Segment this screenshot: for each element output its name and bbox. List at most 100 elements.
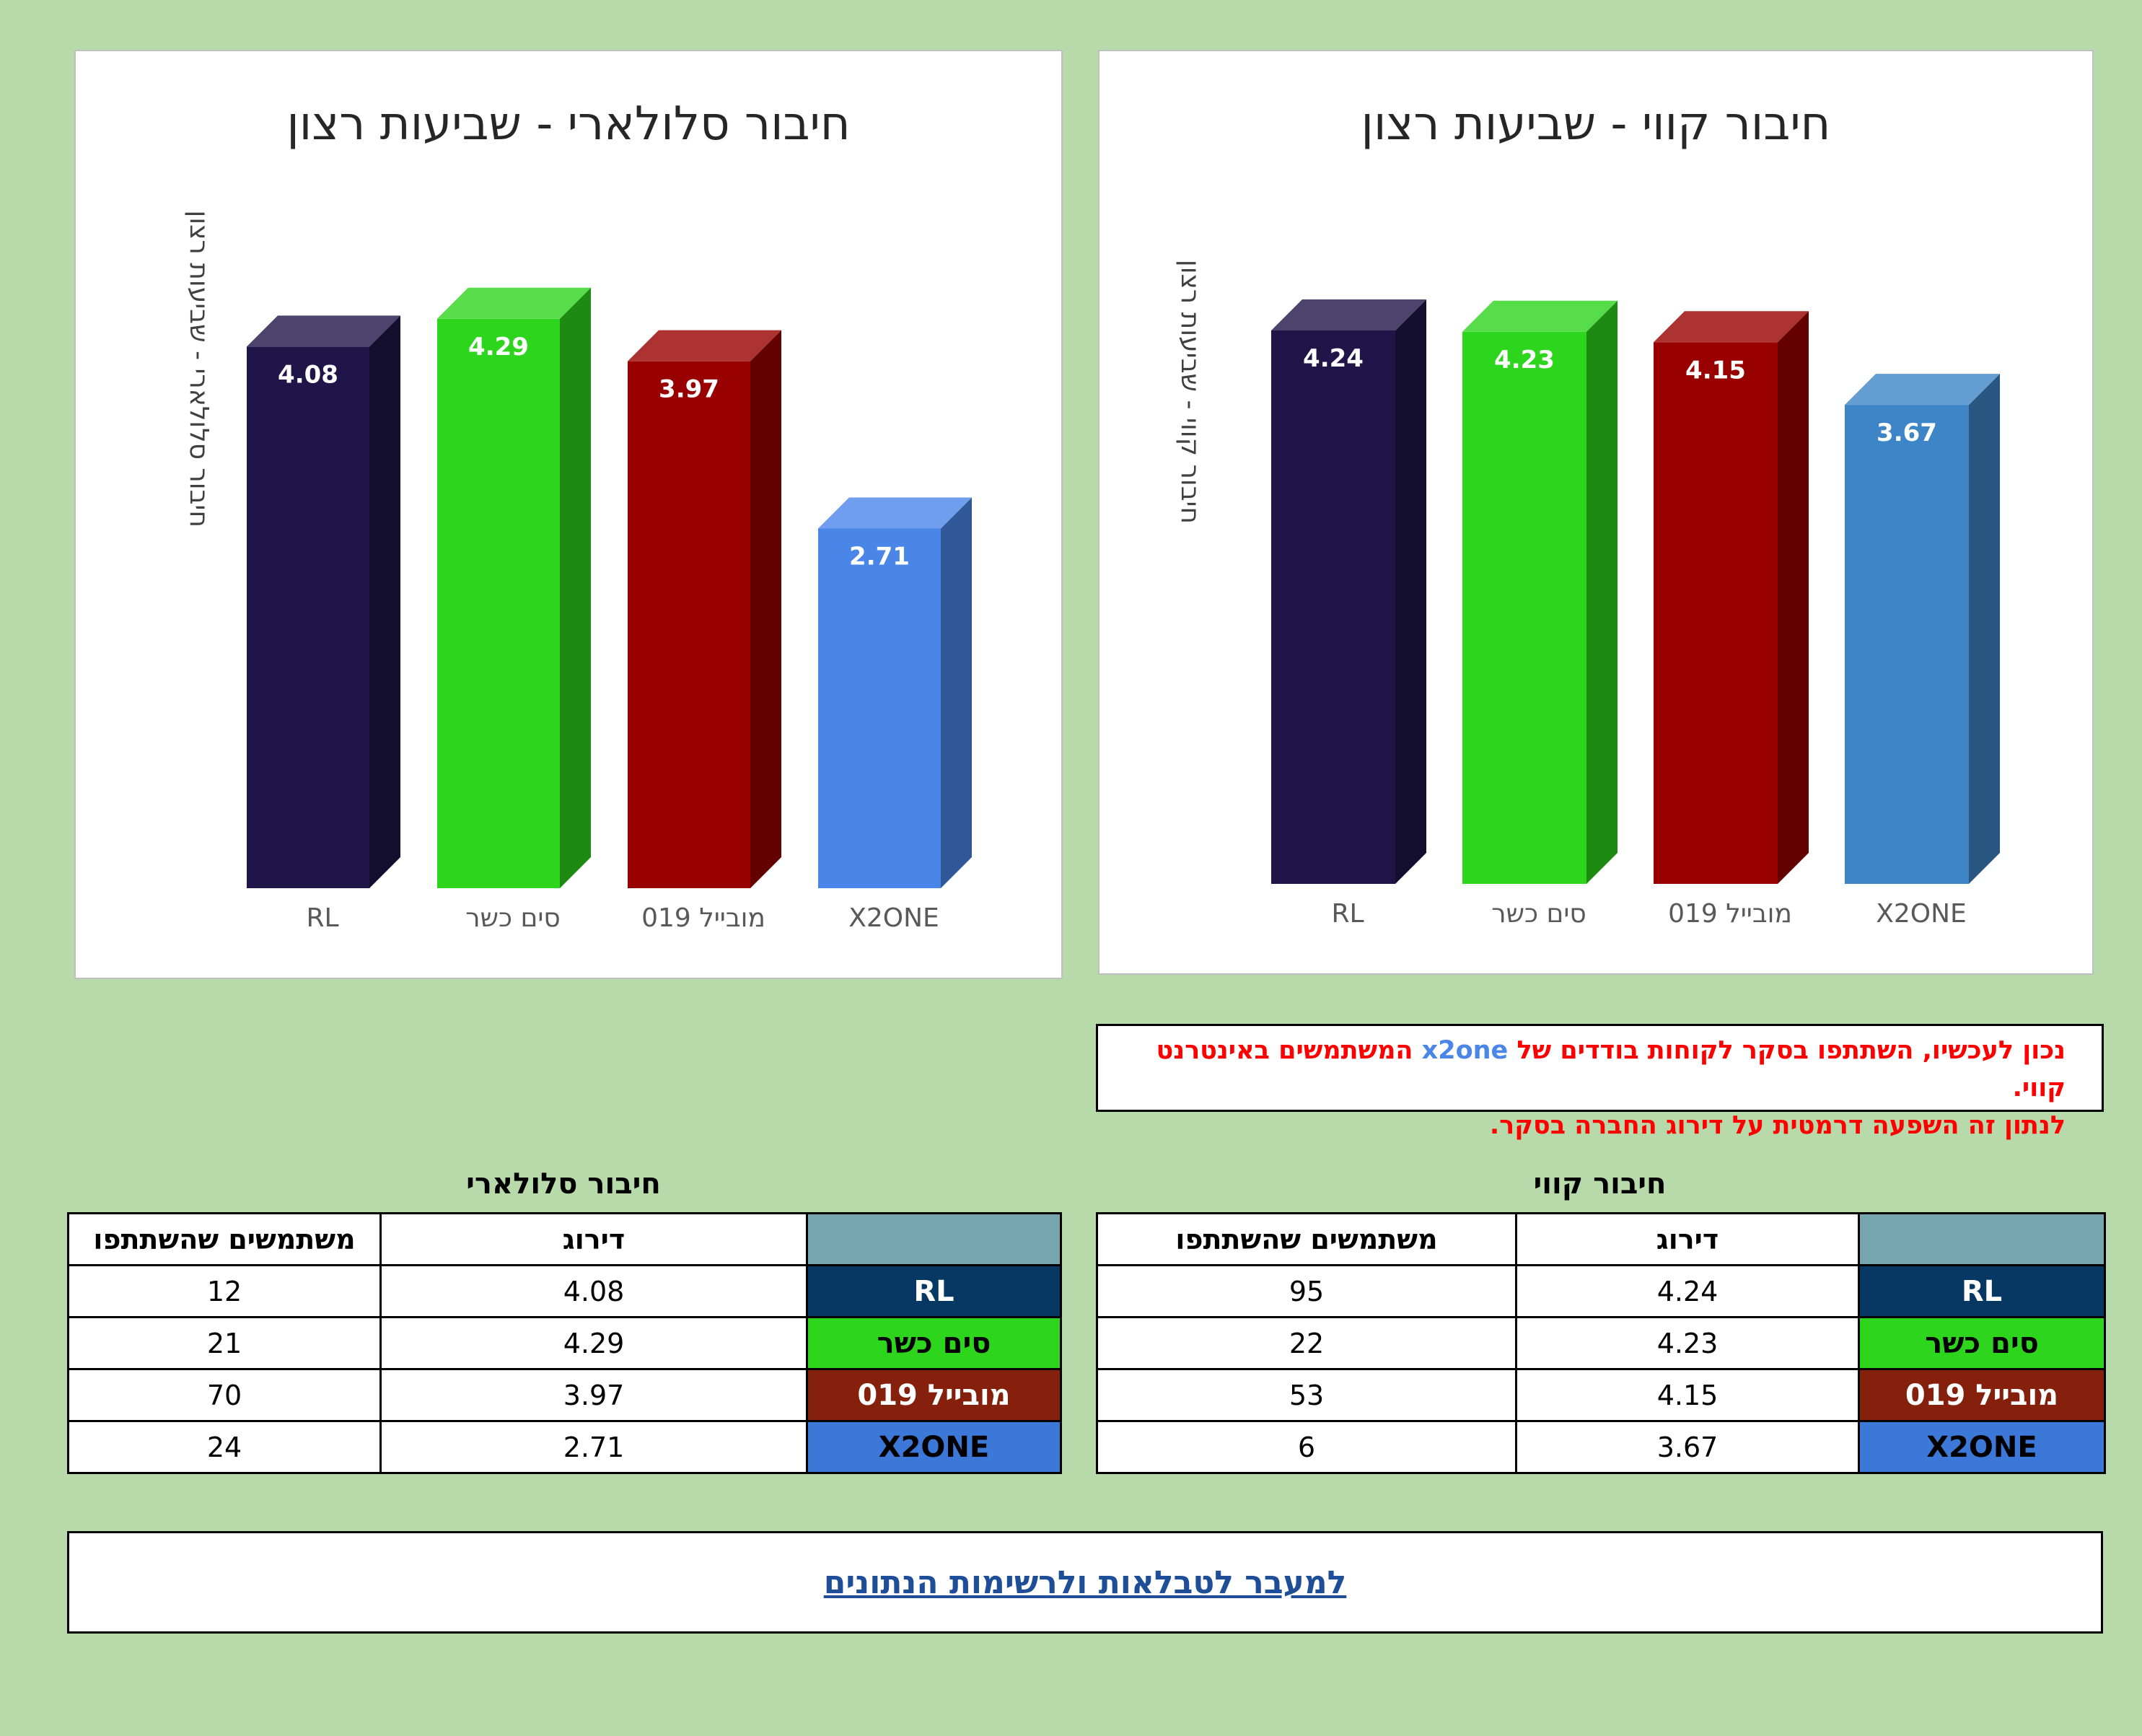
- data-label: 3.97: [659, 375, 719, 404]
- rating-cell: 4.23: [1515, 1316, 1860, 1370]
- header-rating: דירוג: [1515, 1212, 1860, 1266]
- rating-cell: 2.71: [379, 1420, 808, 1474]
- notice-line-1: נכון לעכשיו, השתתפו בסקר לקוחות בודדים ש…: [1112, 1032, 2066, 1107]
- bar: [1462, 331, 1586, 884]
- bar: [1845, 405, 1969, 884]
- bar-group: 4.08 RL: [247, 315, 400, 933]
- bar: [247, 346, 369, 888]
- users-cell: 22: [1096, 1316, 1517, 1370]
- users-cell: 53: [1096, 1368, 1517, 1422]
- bar-top: [818, 497, 972, 529]
- data-label: 4.24: [1303, 344, 1364, 373]
- users-cell: 21: [67, 1316, 382, 1370]
- bar-top: [1654, 311, 1809, 343]
- company-cell-x2one: X2ONE: [1858, 1420, 2106, 1474]
- cellular-table: דירוג משתמשים שהשתתפו RL 4.08 12 סים כשר…: [67, 1212, 1062, 1474]
- bar-side: [1586, 300, 1618, 884]
- wired-chart-panel: חיבור קווי - שביעות רצון חיבור קווי - שב…: [1098, 50, 2094, 975]
- x-tick-label: RL: [1331, 899, 1364, 929]
- bar-group: 4.29 סים כשר: [437, 287, 591, 933]
- rating-cell: 4.15: [1515, 1368, 1860, 1422]
- bar-top: [437, 287, 591, 319]
- company-cell-mobile-019: מובייל 019: [806, 1368, 1062, 1422]
- header-rating: דירוג: [379, 1212, 808, 1266]
- bar-top: [628, 330, 781, 361]
- cellular-table-title: חיבור סלולארי: [466, 1167, 661, 1201]
- cellular-chart-plot: 4.08 RL 4.29 סים כשר 3.97 מובייל 019 2.71 X2ONE: [247, 287, 972, 933]
- table-header-row: דירוג משתמשים שהשתתפו: [67, 1212, 1062, 1266]
- x-tick-label: סים כשר: [1491, 899, 1586, 929]
- bar-group: 2.71 X2ONE: [818, 497, 972, 933]
- cellular-chart-title: חיבור סלולארי - שביעות רצון: [286, 97, 851, 151]
- users-cell: 95: [1096, 1264, 1517, 1318]
- notice-brand: x2one: [1421, 1036, 1509, 1065]
- x-tick-label: X2ONE: [1876, 899, 1967, 929]
- cellular-chart-panel: חיבור סלולארי - שביעות רצון חיבור סלולאר…: [74, 50, 1063, 979]
- bar: [437, 318, 560, 888]
- survey-notice: נכון לעכשיו, השתתפו בסקר לקוחות בודדים ש…: [1096, 1024, 2104, 1140]
- data-tables-link[interactable]: למעבר לטבלאות ולרשימות הנתונים: [823, 1564, 1347, 1601]
- x-tick-label: X2ONE: [848, 903, 939, 933]
- table-row: מובייל 019 4.15 53: [1096, 1368, 2106, 1422]
- header-users: משתמשים שהשתתפו: [1096, 1212, 1517, 1266]
- bar-group: 3.97 מובייל 019: [628, 330, 781, 933]
- bar-group: 4.24 RL: [1271, 299, 1426, 929]
- wired-chart-plot: 4.24 RL 4.23 סים כשר 4.15 מובייל 019 3.67 X2ONE: [1271, 299, 2000, 929]
- users-cell: 12: [67, 1264, 382, 1318]
- bar-side: [560, 287, 591, 888]
- bar-top: [1271, 299, 1426, 330]
- bar-side: [1778, 311, 1809, 885]
- table-row: X2ONE 2.71 24: [67, 1420, 1062, 1474]
- bar-group: 3.67 X2ONE: [1845, 374, 2000, 929]
- bar: [628, 361, 750, 888]
- bar-top: [1462, 300, 1618, 332]
- bar-group: 4.23 סים כשר: [1462, 300, 1618, 929]
- users-cell: 70: [67, 1368, 382, 1422]
- bar-side: [1969, 374, 2000, 884]
- rating-cell: 4.08: [379, 1264, 808, 1318]
- bar-top: [1845, 374, 2000, 405]
- users-cell: 24: [67, 1420, 382, 1474]
- notice-line-1-b: המשתמשים באינטרנט קווי.: [1156, 1036, 2066, 1102]
- wired-table: דירוג משתמשים שהשתתפו RL 4.24 95 סים כשר…: [1096, 1212, 2106, 1474]
- company-cell-rl: RL: [1858, 1264, 2106, 1318]
- wired-table-title: חיבור קווי: [1533, 1167, 1667, 1201]
- company-cell-sim-kasher: סים כשר: [1858, 1316, 2106, 1370]
- rating-cell: 3.67: [1515, 1420, 1860, 1474]
- rating-cell: 4.29: [379, 1316, 808, 1370]
- company-cell-x2one: X2ONE: [806, 1420, 1062, 1474]
- table-row: X2ONE 3.67 6: [1096, 1420, 2106, 1474]
- bar: [818, 528, 941, 888]
- data-link-box: למעבר לטבלאות ולרשימות הנתונים: [67, 1531, 2103, 1634]
- bar-group: 4.15 מובייל 019: [1654, 311, 1809, 929]
- data-label: 2.71: [849, 542, 910, 571]
- data-label: 4.23: [1494, 346, 1555, 374]
- users-cell: 6: [1096, 1420, 1517, 1474]
- bar-side: [750, 330, 781, 888]
- table-row: מובייל 019 3.97 70: [67, 1368, 1062, 1422]
- data-label: 4.29: [468, 333, 529, 361]
- header-company-cell: [1858, 1212, 2106, 1266]
- rating-cell: 4.24: [1515, 1264, 1860, 1318]
- bar-top: [247, 315, 400, 347]
- x-tick-label: סים כשר: [465, 903, 561, 933]
- bar-side: [941, 497, 972, 888]
- table-row: סים כשר 4.29 21: [67, 1316, 1062, 1370]
- rating-cell: 3.97: [379, 1368, 808, 1422]
- table-row: סים כשר 4.23 22: [1096, 1316, 2106, 1370]
- data-label: 4.08: [278, 360, 338, 389]
- notice-line-1-a: נכון לעכשיו, השתתפו בסקר לקוחות בודדים ש…: [1508, 1036, 2066, 1065]
- notice-line-2: לנתון זה השפעה דרמטית על דירוג החברה בסק…: [1489, 1111, 2066, 1140]
- data-label: 4.15: [1685, 356, 1746, 385]
- bar: [1271, 330, 1395, 884]
- company-cell-sim-kasher: סים כשר: [806, 1316, 1062, 1370]
- table-row: RL 4.08 12: [67, 1264, 1062, 1318]
- bar: [1654, 342, 1778, 885]
- table-header-row: דירוג משתמשים שהשתתפו: [1096, 1212, 2106, 1266]
- company-cell-mobile-019: מובייל 019: [1858, 1368, 2106, 1422]
- wired-chart-title: חיבור קווי - שביעות רצון: [1361, 97, 1831, 151]
- x-tick-label: מובייל 019: [1668, 899, 1792, 929]
- bar-side: [1395, 299, 1426, 884]
- data-label: 3.67: [1877, 418, 1937, 447]
- header-company-cell: [806, 1212, 1062, 1266]
